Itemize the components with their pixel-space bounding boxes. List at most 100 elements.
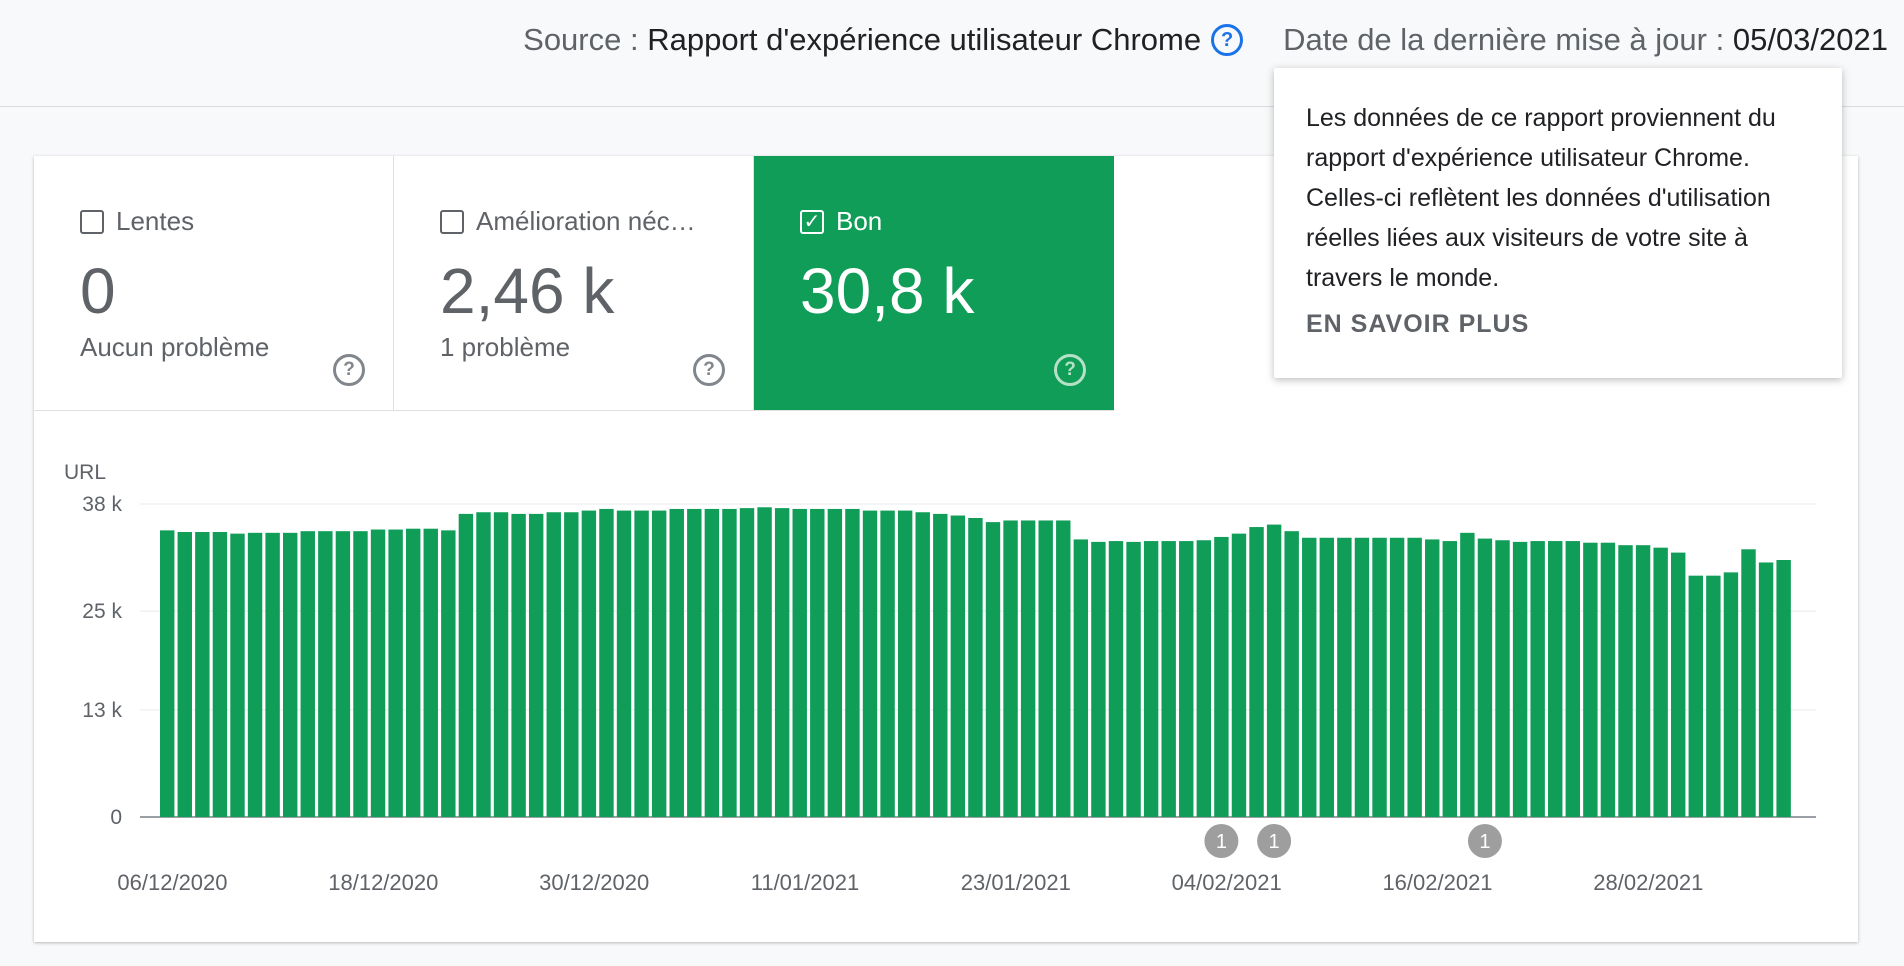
bar[interactable] [160,530,175,817]
annotation-circle-icon[interactable] [1467,824,1502,858]
bar[interactable] [441,530,456,817]
tile-good-toggle[interactable]: ✓ Bon [800,206,882,237]
bar[interactable] [1548,541,1563,817]
bar[interactable] [1249,527,1264,817]
checkbox-checked-icon[interactable]: ✓ [800,209,824,234]
bar[interactable] [282,532,298,817]
bar[interactable] [405,528,421,817]
bar[interactable] [564,512,579,817]
bar[interactable] [1319,537,1335,817]
bar[interactable] [300,531,315,817]
bar[interactable] [845,508,860,817]
bar[interactable] [1073,539,1089,817]
bar[interactable] [212,532,228,817]
bar[interactable] [1161,541,1176,817]
bar[interactable] [318,531,333,817]
bar[interactable] [599,508,614,817]
bar[interactable] [265,532,280,817]
bar[interactable] [634,510,649,817]
bar[interactable] [827,508,843,817]
checkbox-icon[interactable] [80,209,104,234]
bar[interactable] [880,510,895,817]
bar[interactable] [1038,520,1053,817]
annotation-circle-icon[interactable] [1204,824,1239,858]
bar[interactable] [704,508,720,817]
bar[interactable] [1056,520,1071,817]
bar[interactable] [1214,536,1229,817]
bar[interactable] [1583,542,1598,817]
bar[interactable] [528,513,544,817]
help-circle-icon[interactable]: ? [333,354,365,386]
checkbox-icon[interactable] [440,209,464,234]
bar[interactable] [1196,540,1212,817]
bar[interactable] [476,512,491,817]
bar[interactable] [1758,562,1774,817]
bar[interactable] [1723,572,1739,817]
bar[interactable] [1512,541,1528,817]
bar[interactable] [862,510,878,817]
bar[interactable] [1337,537,1352,817]
bar[interactable] [1460,532,1475,817]
bar[interactable] [1776,560,1791,817]
bar[interactable] [897,510,913,817]
tile-slow-toggle[interactable]: Lentes [80,206,194,237]
bar[interactable] [247,532,263,817]
bar[interactable] [985,522,1001,817]
annotation-marker[interactable]: 1 [1204,824,1239,858]
bar[interactable] [1091,541,1106,817]
bar[interactable] [1741,549,1756,817]
tile-slow[interactable]: Lentes 0 Aucun problème ? [34,156,394,411]
bar[interactable] [810,508,825,817]
bar[interactable] [581,510,597,817]
tile-needs-improvement-toggle[interactable]: Amélioration néc… [440,206,696,237]
bar[interactable] [1635,545,1651,817]
bar[interactable] [1618,545,1633,817]
bar[interactable] [1266,524,1282,817]
bar[interactable] [1407,537,1422,817]
bar[interactable] [353,531,368,817]
bar[interactable] [1231,533,1247,817]
bar[interactable] [1108,541,1124,817]
bar[interactable] [1565,541,1580,817]
bar[interactable] [1530,541,1545,817]
bar[interactable] [687,508,702,817]
bar[interactable] [1003,520,1018,817]
bar[interactable] [1495,540,1510,817]
bar[interactable] [1284,531,1299,817]
bar[interactable] [195,532,210,817]
tile-needs-improvement[interactable]: Amélioration néc… 2,46 k 1 problème ? [394,156,754,411]
bar[interactable] [616,510,632,817]
bar[interactable] [493,512,509,817]
bar[interactable] [388,529,403,817]
bar[interactable] [774,508,790,817]
bar[interactable] [1477,538,1493,817]
help-circle-icon[interactable]: ? [693,354,725,386]
bar[interactable] [669,508,684,817]
annotation-circle-icon[interactable] [1257,824,1292,858]
bar[interactable] [1706,575,1721,817]
bar[interactable] [757,507,772,817]
learn-more-link[interactable]: EN SAVOIR PLUS [1306,310,1530,338]
bar[interactable] [511,513,526,817]
annotation-marker[interactable]: 1 [1467,824,1502,858]
bar[interactable] [792,508,807,817]
bar[interactable] [1126,541,1141,817]
bar[interactable] [1354,537,1370,817]
bar[interactable] [370,529,386,817]
bar[interactable] [1653,547,1668,817]
annotation-marker[interactable]: 1 [1257,824,1292,858]
bar[interactable] [1179,541,1194,817]
bar[interactable] [1020,520,1036,817]
bar[interactable] [1688,575,1703,817]
bar[interactable] [1143,541,1159,817]
bar[interactable] [968,518,983,817]
bar[interactable] [1442,541,1458,817]
bar[interactable] [1372,537,1387,817]
bar[interactable] [335,531,351,817]
bar[interactable] [177,532,192,817]
bar[interactable] [739,508,755,817]
bar[interactable] [423,528,438,817]
bar[interactable] [722,508,737,817]
tile-good[interactable]: ✓ Bon 30,8 k ? [754,156,1114,411]
bar[interactable] [546,512,561,817]
